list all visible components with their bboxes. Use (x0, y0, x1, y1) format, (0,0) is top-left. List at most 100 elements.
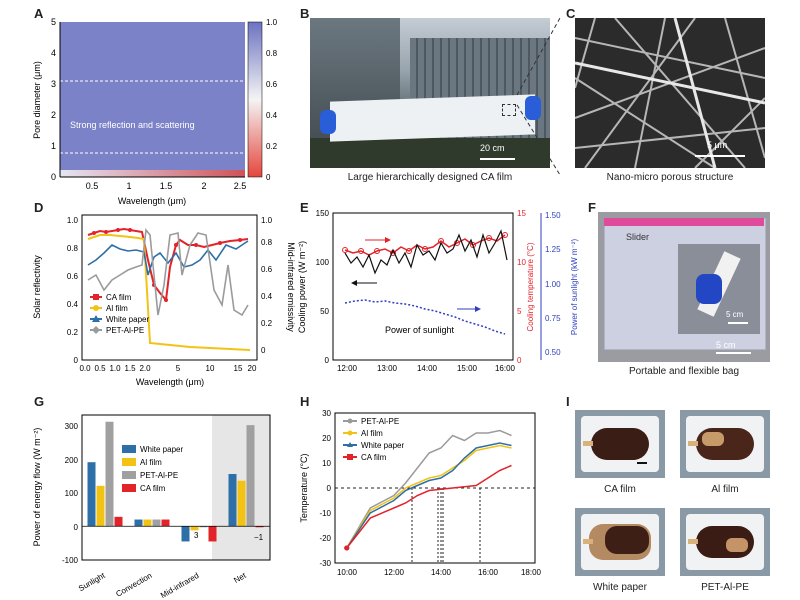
y-tick: 2 (51, 110, 56, 120)
bar-white-paper (181, 526, 190, 542)
colorbar (247, 21, 263, 178)
series-al-film (87, 234, 251, 351)
slider-label: Slider (626, 232, 650, 242)
legend-item: PET-Al-PE (361, 417, 399, 426)
x-tick: 5 (176, 364, 181, 373)
y-tick: -100 (62, 556, 79, 565)
y-tick-right: 1.25 (545, 245, 561, 254)
panel-letter-f: F (588, 200, 596, 215)
y-tick-left: 0 (74, 356, 79, 365)
bar-ca-film (208, 526, 217, 542)
x-tick: 1.0 (109, 364, 121, 373)
x-tick: 12:00 (337, 364, 358, 373)
bar-al-film (237, 480, 246, 527)
y-tick: 300 (65, 422, 79, 431)
chart-panel-e: Power of sunlight 0 50 100 150 0 5 10 15… (297, 209, 579, 373)
cb-tick: 1.0 (266, 18, 278, 27)
x-tick: 15:00 (457, 364, 478, 373)
y-tick: 4 (51, 48, 56, 58)
panel-letter-h: H (300, 394, 310, 409)
panel-letter-c: C (566, 6, 576, 21)
bar-pet-al-pe (105, 421, 114, 527)
y-axis-label-left: Cooling power (W m⁻²) (297, 241, 307, 333)
y-tick-right: 0 (261, 346, 266, 355)
heatmap-annotation: Strong reflection and scattering (70, 120, 195, 130)
x-tick: 0.0 (79, 364, 91, 373)
category-label: Mid-infrared (159, 571, 200, 600)
legend-item: White paper (106, 315, 149, 324)
caption-f: Portable and flexible bag (628, 366, 740, 377)
y-tick: 1 (51, 141, 56, 151)
cb-tick: 0.2 (266, 142, 278, 151)
x-axis-label: Wavelength (μm) (118, 196, 186, 206)
series-cooling-power (344, 229, 508, 275)
y-axis-label-right: Mid-infrared emissivity (286, 242, 295, 332)
photo-ice-cream-3 (575, 508, 665, 576)
heatmap-area (60, 22, 245, 177)
series-white-paper (346, 442, 512, 549)
heatmap-panel-a: Strong reflection and scattering 0.5 1 1… (32, 17, 278, 206)
series-al-film (346, 444, 512, 549)
y-tick-right: 0.4 (261, 292, 273, 301)
panel-a-yticks: 0 1 2 3 4 5 (51, 17, 56, 182)
y-axis-label: Power of energy flow (W m⁻²) (32, 428, 42, 547)
x-tick: 1.5 (124, 364, 136, 373)
photo-ice-cream-4 (680, 508, 770, 576)
panel-letter-g: G (34, 394, 45, 409)
x-tick: 2 (201, 181, 206, 191)
y-tick-left: 0.2 (67, 328, 79, 337)
legend-item: White paper (361, 441, 404, 450)
y-axis-label-left: Solar reflectivity (32, 255, 42, 319)
y-tick: 5 (51, 17, 56, 27)
x-tick: 16:00 (478, 568, 499, 577)
sunlight-annotation: Power of sunlight (385, 325, 455, 335)
y-tick-mid: 10 (517, 258, 526, 267)
x-tick: 0.5 (86, 181, 99, 191)
photo-bag: Slider 5 cm 5 cm (598, 212, 770, 362)
y-tick-right: 0.6 (261, 265, 273, 274)
legend-h: PET-Al-PE Al film White paper CA film (343, 417, 404, 462)
label-white-paper: White paper (593, 582, 647, 593)
cb-tick: 0.4 (266, 111, 278, 120)
x-tick: 0.5 (94, 364, 106, 373)
y-tick-right: 1.00 (545, 280, 561, 289)
y-tick-right: 0.75 (545, 314, 561, 323)
legend-item: Al film (140, 458, 162, 467)
y-tick: 3 (51, 79, 56, 89)
bar-white-paper (228, 474, 237, 527)
legend-d: CA film Al film White paper PET-Al-PE (90, 293, 149, 335)
start-point (344, 545, 350, 551)
legend-item: Al film (106, 304, 128, 313)
y-tick: -20 (319, 534, 331, 543)
x-tick: 10:00 (337, 568, 358, 577)
cb-tick: 0.6 (266, 80, 278, 89)
y-tick-left: 0.6 (67, 272, 79, 281)
bar-white-paper (134, 519, 143, 527)
bar-ca-film (255, 526, 264, 528)
series-pet-al-pe (346, 429, 512, 549)
cb-tick: 0.8 (266, 49, 278, 58)
x-tick: 15 (234, 364, 243, 373)
series-ca-film (87, 227, 249, 303)
x-tick: 10 (206, 364, 215, 373)
y-tick-left: 0.8 (67, 244, 79, 253)
x-tick: 14:00 (431, 568, 452, 577)
legend-item: CA film (140, 484, 166, 493)
legend-item: PET-Al-PE (106, 326, 144, 335)
bar-pet-al-pe (246, 425, 255, 527)
caption-c: Nano-micro porous structure (606, 172, 734, 183)
x-tick: 20 (248, 364, 257, 373)
y-tick-right: 0.2 (261, 319, 273, 328)
glove-right (525, 96, 541, 120)
photo-ice-cream-1 (575, 410, 665, 478)
x-tick: 12:00 (384, 568, 405, 577)
y-tick-right: 0.8 (261, 238, 273, 247)
y-tick: 100 (65, 489, 79, 498)
y-tick-left: 1.0 (67, 216, 79, 225)
legend-g: White paper Al film PET-Al-PE CA film (122, 445, 183, 493)
legend-item: PET-Al-PE (140, 471, 178, 480)
y-tick-left: 0.4 (67, 300, 79, 309)
y-tick-right: 1.50 (545, 211, 561, 220)
y-tick: 0 (327, 484, 332, 493)
y-tick: 200 (65, 456, 79, 465)
